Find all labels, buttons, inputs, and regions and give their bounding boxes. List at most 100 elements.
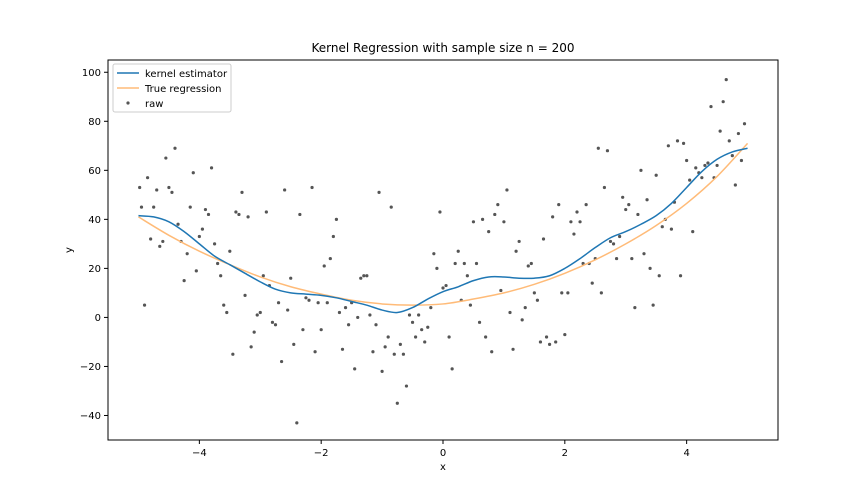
raw-point (392, 352, 396, 356)
raw-point (517, 239, 521, 244)
raw-point (645, 198, 649, 202)
raw-point (703, 163, 707, 168)
raw-point (544, 335, 549, 339)
y-tick-label: −20 (80, 362, 101, 373)
raw-point (307, 298, 311, 302)
raw-point (487, 230, 491, 234)
raw-point (651, 303, 655, 307)
raw-point (633, 306, 637, 310)
raw-point (246, 215, 250, 219)
raw-point (255, 313, 259, 317)
raw-point (502, 220, 506, 224)
raw-point (675, 139, 680, 143)
raw-point (654, 173, 658, 177)
raw-point (139, 205, 144, 209)
raw-point (200, 227, 205, 231)
raw-point (685, 158, 689, 163)
raw-point (529, 261, 533, 266)
raw-point (508, 310, 512, 315)
raw-point (709, 104, 713, 109)
raw-point (325, 301, 329, 305)
raw-point (413, 335, 418, 339)
raw-point (700, 176, 704, 180)
legend-box (112, 63, 232, 113)
raw-point (206, 212, 211, 217)
raw-point (164, 156, 168, 160)
raw-point (453, 261, 457, 266)
raw-point (636, 212, 640, 217)
raw-point (368, 313, 372, 317)
raw-point (240, 190, 244, 194)
legend-kernel-label: kernel estimator (145, 69, 228, 80)
raw-point (614, 256, 619, 261)
raw-point (477, 320, 482, 324)
raw-point (621, 195, 625, 199)
kernel-estimator-line (138, 147, 748, 314)
raw-point (599, 291, 603, 295)
raw-point (383, 345, 387, 349)
raw-point (283, 188, 287, 192)
raw-point (605, 149, 610, 153)
y-axis-label: y (64, 247, 75, 253)
raw-point (261, 274, 265, 278)
y-tick-label: 100 (82, 68, 101, 79)
raw-point (541, 237, 546, 241)
raw-point (590, 281, 594, 285)
raw-point (301, 328, 305, 332)
raw-point (298, 212, 302, 217)
raw-point (145, 176, 150, 180)
raw-point (279, 359, 284, 364)
raw-point (185, 252, 189, 256)
y-tick-label: 60 (88, 166, 101, 177)
raw-point (401, 352, 406, 356)
y-tick-label: 20 (88, 264, 101, 275)
raw-point (176, 222, 180, 226)
raw-point (660, 225, 664, 229)
raw-point (152, 205, 156, 209)
raw-point (739, 158, 744, 163)
raw-point (374, 323, 378, 327)
raw-point (496, 203, 500, 207)
raw-point (225, 310, 229, 315)
raw-point (203, 207, 208, 212)
raw-point (319, 328, 323, 332)
raw-point (499, 288, 503, 293)
raw-point (252, 330, 256, 334)
raw-point (627, 203, 631, 207)
raw-point (258, 310, 262, 315)
raw-point (465, 274, 469, 278)
raw-point (563, 332, 567, 337)
raw-point (566, 291, 570, 295)
raw-point (340, 347, 345, 351)
raw-point (666, 144, 670, 148)
raw-point (359, 276, 363, 280)
raw-point (639, 168, 643, 172)
raw-point (642, 252, 646, 256)
raw-point (480, 217, 485, 221)
raw-point (733, 183, 737, 187)
raw-point (377, 190, 381, 194)
raw-point (581, 261, 585, 266)
raw-point (155, 188, 159, 192)
raw-point (669, 227, 674, 231)
raw-point (310, 185, 314, 190)
raw-point (167, 185, 171, 190)
raw-point (514, 249, 518, 253)
raw-point (468, 303, 473, 307)
raw-point (398, 342, 402, 346)
y-axis: −40 −20 0 20 40 60 80 100 (80, 68, 108, 422)
raw-point (602, 185, 607, 190)
raw-point (170, 190, 174, 194)
raw-point (444, 283, 448, 288)
raw-point (158, 244, 162, 248)
raw-point (435, 266, 439, 270)
raw-point (691, 230, 695, 234)
raw-point (380, 369, 384, 373)
raw-point (721, 100, 725, 104)
x-axis-label: x (440, 462, 446, 473)
raw-point (243, 293, 247, 297)
raw-point (362, 274, 366, 278)
raw-point (596, 146, 600, 150)
raw-point (471, 220, 476, 224)
